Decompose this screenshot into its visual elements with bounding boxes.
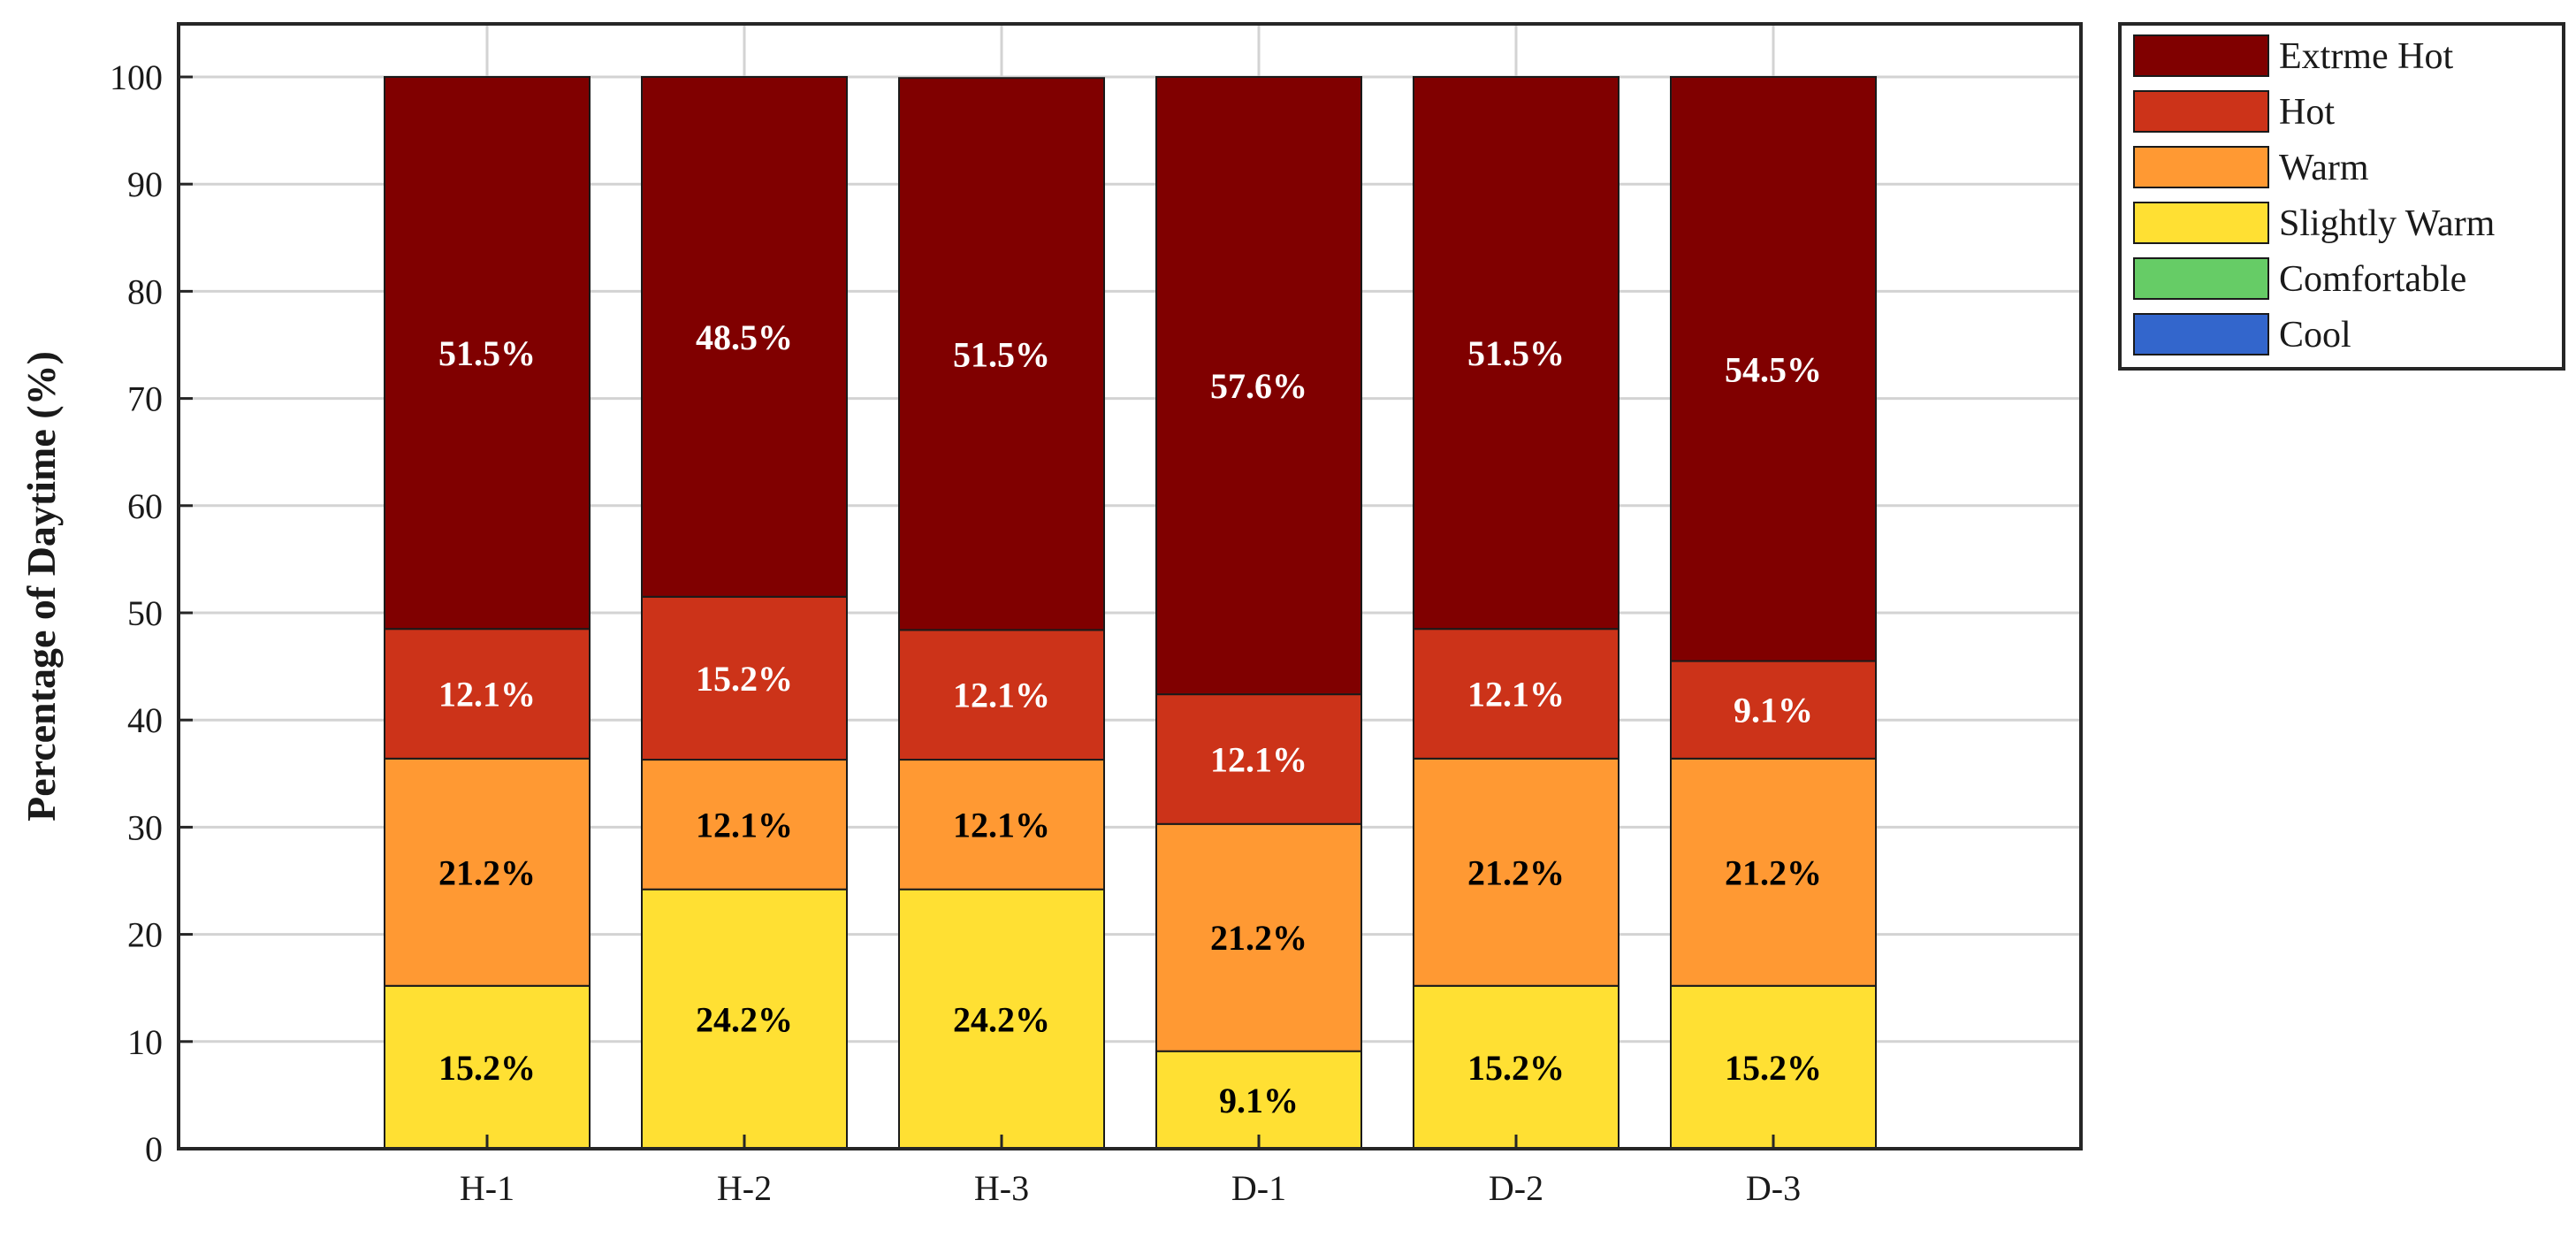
bar-segment-hot	[384, 628, 591, 760]
bar-segment-extrme-hot	[384, 76, 591, 631]
legend-label: Cool	[2279, 315, 2351, 355]
data-label: 21.2%	[1467, 852, 1565, 892]
data-label: 21.2%	[438, 852, 536, 892]
data-label: 51.5%	[438, 333, 536, 373]
legend-swatch	[2133, 313, 2269, 355]
data-label: 9.1%	[1734, 691, 1813, 730]
y-tick-label: 80	[127, 271, 163, 311]
legend-label: Warm	[2279, 148, 2369, 188]
y-tick-label: 70	[127, 379, 163, 419]
bar-segment-slightly-warm	[1670, 984, 1877, 1150]
bar-segment-extrme-hot	[1155, 76, 1362, 696]
legend-frame	[2118, 22, 2565, 371]
bar-segment-extrme-hot	[1413, 76, 1620, 631]
data-label: 12.1%	[1210, 739, 1307, 779]
x-tick-label: D-1	[1231, 1168, 1286, 1208]
legend-label: Slightly Warm	[2279, 203, 2496, 244]
bar-segment-hot	[898, 629, 1105, 761]
legend-label: Extrme Hot	[2279, 36, 2453, 77]
legend-items: Extrme Hot Hot Warm Slightly Warm Comfortabl…	[2133, 34, 2496, 355]
data-label: 12.1%	[953, 805, 1050, 845]
data-label: 9.1%	[1219, 1081, 1299, 1120]
x-tick-label: D-2	[1489, 1168, 1543, 1208]
bar-segment-extrme-hot	[898, 77, 1105, 631]
bar-segment-hot	[641, 595, 848, 761]
data-label: 12.1%	[696, 805, 793, 845]
data-label: 12.1%	[438, 675, 536, 715]
y-tick-label: 60	[127, 486, 163, 526]
legend-swatch	[2133, 202, 2269, 244]
data-label: 12.1%	[1467, 675, 1565, 715]
data-label: 15.2%	[438, 1048, 536, 1088]
bar-segment-hot	[1155, 693, 1362, 825]
legend-swatch	[2133, 146, 2269, 188]
data-label: 57.6%	[1210, 366, 1307, 406]
y-tick-label: 30	[127, 807, 163, 847]
data-labels-layer: 15.2% 21.2% 12.1% 51.5% 24.2% 12.1% 15.2% 48.5%…	[438, 317, 1822, 1120]
data-label: 15.2%	[1725, 1048, 1822, 1088]
bar-segment-warm	[1413, 757, 1620, 987]
y-tick-label: 90	[127, 164, 163, 204]
legend-label: Comfortable	[2279, 259, 2466, 300]
y-axis: 0 10 20 30 40 50 60 70 80 90 100	[110, 57, 193, 1169]
data-label: 21.2%	[1725, 852, 1822, 892]
legend-swatch	[2133, 257, 2269, 300]
legend: Extrme Hot Hot Warm Slightly Warm Comfortabl…	[2118, 22, 2565, 371]
y-tick-label: 40	[127, 700, 163, 740]
bars-layer	[384, 76, 1877, 1150]
bar-segment-warm	[898, 759, 1105, 891]
data-label: 21.2%	[1210, 918, 1307, 958]
bar-segment-extrme-hot	[1670, 76, 1877, 662]
data-label: 12.1%	[953, 676, 1050, 715]
bar-segment-hot	[1413, 628, 1620, 760]
legend-swatch	[2133, 34, 2269, 77]
y-tick-label: 100	[110, 57, 163, 97]
y-tick-label: 0	[145, 1129, 163, 1169]
data-label: 15.2%	[696, 659, 793, 699]
bar-segment-warm	[641, 759, 848, 891]
y-axis-label: Percentage of Daytime (%)	[19, 351, 64, 822]
bar-segment-warm	[1155, 822, 1362, 1052]
bar-segment-warm	[1670, 757, 1877, 987]
x-tick-label: H-3	[974, 1168, 1029, 1208]
x-axis: H-1 H-2 H-3 D-1 D-2 D-3	[460, 1135, 1801, 1208]
data-label: 51.5%	[953, 334, 1050, 374]
bar-segment-slightly-warm	[1413, 984, 1620, 1150]
legend-swatch	[2133, 90, 2269, 133]
bar-segment-slightly-warm	[1155, 1050, 1362, 1150]
x-tick-label: D-3	[1746, 1168, 1801, 1208]
data-label: 15.2%	[1467, 1048, 1565, 1088]
bar-segment-warm	[384, 757, 591, 987]
x-tick-label: H-2	[717, 1168, 772, 1208]
bar-segment-extrme-hot	[641, 76, 848, 598]
bar-segment-slightly-warm	[898, 888, 1105, 1150]
y-tick-label: 10	[127, 1022, 163, 1062]
bar-segment-slightly-warm	[384, 984, 591, 1150]
data-label: 24.2%	[953, 999, 1050, 1039]
data-label: 51.5%	[1467, 333, 1565, 373]
legend-label: Hot	[2279, 92, 2335, 133]
data-label: 54.5%	[1725, 349, 1822, 389]
data-label: 48.5%	[696, 317, 793, 357]
plot-frame	[177, 22, 2083, 1150]
data-label: 24.2%	[696, 999, 793, 1039]
y-tick-label: 50	[127, 593, 163, 633]
x-tick-label: H-1	[460, 1168, 514, 1208]
bar-segment-slightly-warm	[641, 888, 848, 1150]
y-tick-label: 20	[127, 915, 163, 955]
